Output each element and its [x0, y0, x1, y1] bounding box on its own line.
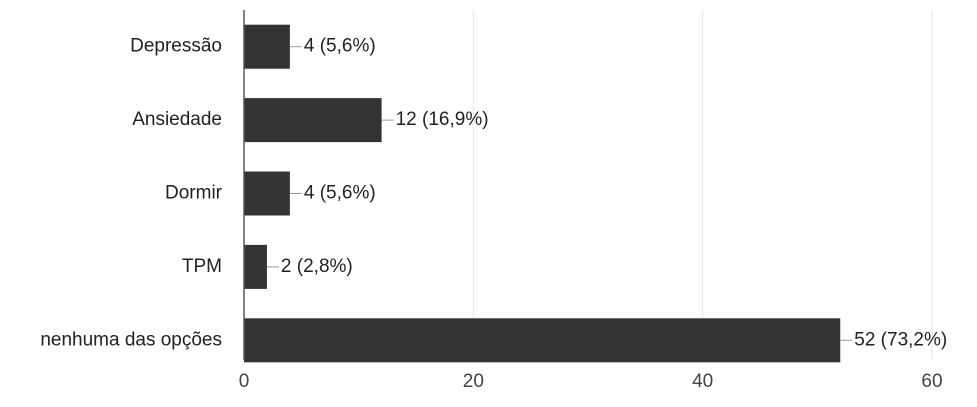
x-tick-labels: 0 20 40 60 — [239, 371, 943, 392]
category-label: Dormir — [165, 183, 223, 204]
category-label: TPM — [182, 256, 222, 277]
bars — [244, 24, 841, 363]
grid-lines — [472, 10, 933, 360]
data-label: 2 (2,8%) — [281, 256, 353, 277]
bar — [244, 318, 841, 363]
bar — [244, 244, 267, 289]
category-labels: Depressão Ansiedade Dormir TPM nenhuma das o… — [40, 36, 222, 351]
bar — [244, 98, 382, 143]
data-label: 12 (16,9%) — [396, 109, 489, 130]
category-label: nenhuma das opções — [40, 329, 222, 350]
x-tick-label: 60 — [921, 371, 942, 392]
x-tick-label: 40 — [692, 371, 713, 392]
data-label: 4 (5,6%) — [304, 36, 376, 57]
data-label: 4 (5,6%) — [304, 183, 376, 204]
category-label: Ansiedade — [132, 109, 222, 130]
x-tick-label: 0 — [239, 371, 250, 392]
label-leaders — [266, 46, 853, 341]
bar — [244, 171, 290, 216]
x-tick-label: 20 — [463, 371, 484, 392]
category-label: Depressão — [130, 36, 222, 57]
bar — [244, 24, 290, 69]
data-labels: 4 (5,6%) 12 (16,9%) 4 (5,6%) 2 (2,8%) 52 (73… — [281, 36, 947, 351]
data-label: 52 (73,2%) — [854, 329, 947, 350]
